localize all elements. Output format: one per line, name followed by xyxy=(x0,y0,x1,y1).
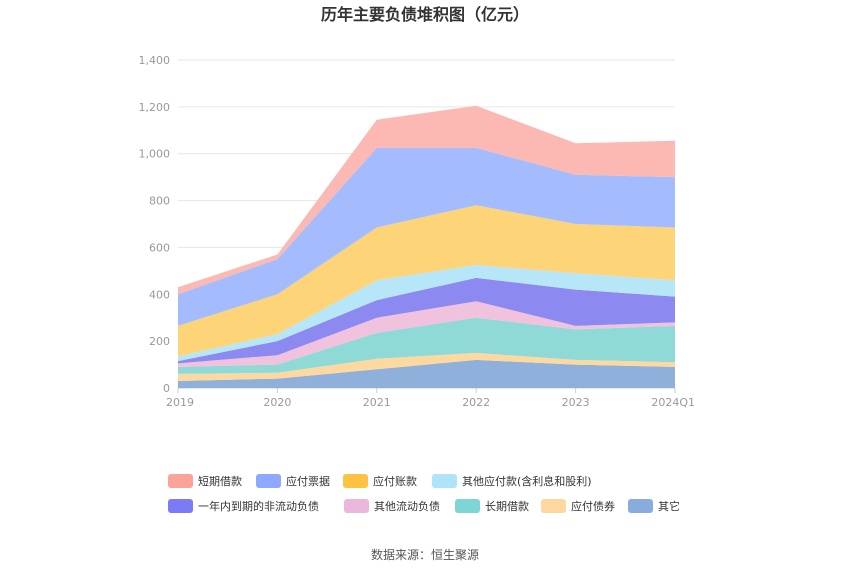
legend-label: 长期借款 xyxy=(485,499,529,513)
axes: 0 200 400 600 800 1,000 1,200 1,400 2019 2020 2021… xyxy=(139,54,696,409)
legend-item[interactable]: 其他流动负债 xyxy=(344,499,440,513)
legend: 短期借款 应付票据 应付账款 其他应付款(含利息和股利) 一年内到期的非流动负债 其他流动… xyxy=(168,474,680,513)
legend-item[interactable]: 一年内到期的非流动负债 xyxy=(168,499,319,513)
legend-label: 其他应付款(含利息和股利) xyxy=(462,474,592,488)
legend-item[interactable]: 应付票据 xyxy=(256,474,330,488)
legend-item[interactable]: 长期借款 xyxy=(455,499,529,513)
legend-label: 短期借款 xyxy=(198,474,242,488)
legend-swatch xyxy=(256,474,281,488)
y-tick-label: 400 xyxy=(149,288,170,301)
y-tick-label: 1,200 xyxy=(139,101,171,114)
legend-label: 一年内到期的非流动负债 xyxy=(198,499,319,513)
chart-title: 历年主要负债堆积图（亿元） xyxy=(321,5,529,24)
area-其它 xyxy=(178,359,675,388)
legend-label: 其他流动负债 xyxy=(374,499,440,513)
area-一年内到期的非流动负债 xyxy=(178,277,675,364)
y-tick-label: 800 xyxy=(149,195,170,208)
legend-swatch xyxy=(455,499,480,513)
area-短期借款 xyxy=(178,105,675,295)
legend-label: 其它 xyxy=(658,499,680,513)
x-tick-label: 2024Q1 xyxy=(651,396,695,409)
legend-item[interactable]: 应付账款 xyxy=(343,474,417,488)
y-tick-label: 1,000 xyxy=(139,148,171,161)
legend-label: 应付票据 xyxy=(286,474,330,488)
y-tick-label: 0 xyxy=(163,382,170,395)
x-tick-label: 2021 xyxy=(363,396,391,409)
legend-label: 应付账款 xyxy=(373,474,417,488)
legend-swatch xyxy=(432,474,457,488)
legend-swatch xyxy=(344,499,369,513)
area-应付票据 xyxy=(178,147,675,326)
y-tick-label: 600 xyxy=(149,241,170,254)
area-series xyxy=(178,105,675,388)
area-其他应付款(含利息和股利) xyxy=(178,265,675,362)
data-source: 数据来源：恒生聚源 xyxy=(371,547,479,562)
legend-swatch xyxy=(168,474,193,488)
y-tick-label: 200 xyxy=(149,335,170,348)
legend-item[interactable]: 短期借款 xyxy=(168,474,242,488)
area-其他流动负债 xyxy=(178,301,675,367)
legend-swatch xyxy=(168,499,193,513)
legend-swatch xyxy=(628,499,653,513)
area-应付账款 xyxy=(178,205,675,357)
area-长期借款 xyxy=(178,317,675,374)
legend-swatch xyxy=(343,474,368,488)
x-tick-label: 2023 xyxy=(562,396,590,409)
x-tick-label: 2022 xyxy=(462,396,490,409)
legend-label: 应付债券 xyxy=(571,499,615,513)
x-tick-label: 2020 xyxy=(263,396,291,409)
legend-swatch xyxy=(541,499,566,513)
legend-item[interactable]: 应付债券 xyxy=(541,499,615,513)
y-tick-label: 1,400 xyxy=(139,54,171,67)
legend-item[interactable]: 其他应付款(含利息和股利) xyxy=(432,474,592,488)
area-应付债券 xyxy=(178,352,675,381)
legend-item[interactable]: 其它 xyxy=(628,499,680,513)
x-tick-label: 2019 xyxy=(166,396,194,409)
